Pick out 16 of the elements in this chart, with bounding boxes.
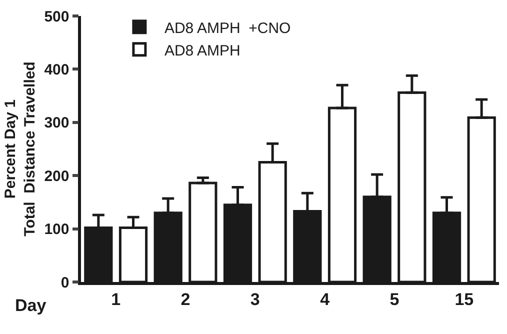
y-axis-title: Percent Day 1 Total Distance Travelled: [2, 62, 38, 236]
y-tick-label: 200: [44, 168, 70, 185]
x-tick-label: 1: [111, 290, 121, 310]
legend-label: AD8 AMPH: [164, 42, 240, 60]
x-tick-label: 5: [390, 290, 400, 310]
x-tick-label: 4: [320, 290, 330, 310]
y-tick-label: 100: [44, 221, 70, 238]
x-axis-title: Day: [15, 296, 47, 315]
y-tick-label: 300: [44, 114, 70, 132]
y-tick-label: 400: [44, 61, 70, 78]
y-tick-label: 0: [60, 274, 70, 292]
y-tick-label: 500: [44, 8, 70, 26]
x-tick-label: 15: [454, 290, 474, 310]
x-tick-label: 3: [250, 290, 260, 310]
x-tick-label: 2: [180, 290, 190, 310]
legend-label: AD8 AMPH +CNO: [164, 20, 291, 37]
